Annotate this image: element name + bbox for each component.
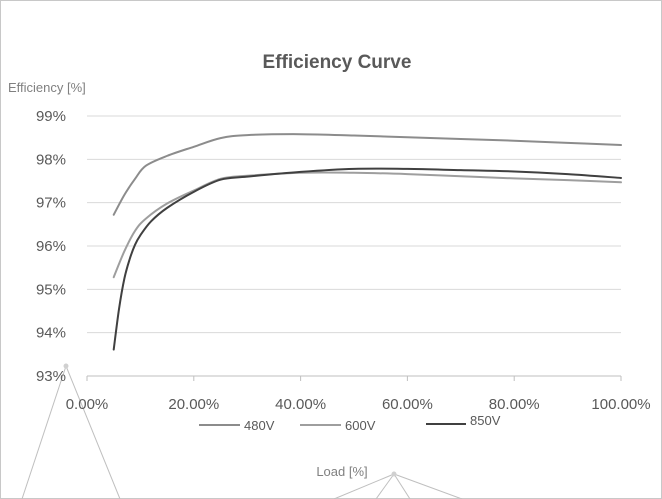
x-tick-label: 100.00% — [591, 396, 650, 413]
x-axis-label: Load [%] — [316, 464, 367, 479]
series-lines — [112, 133, 622, 351]
annotation-point — [391, 471, 397, 477]
series-line-850V — [112, 167, 622, 351]
x-tick-label: 40.00% — [275, 396, 326, 413]
series-line-480V — [112, 133, 622, 216]
x-tick-label: 0.00% — [66, 396, 109, 413]
y-tick-label: 95% — [36, 281, 66, 298]
y-axis-label: Efficiency [%] — [8, 80, 86, 95]
y-tick-label: 97% — [36, 195, 66, 212]
y-tick-label: 94% — [36, 325, 66, 342]
y-tick-label: 93% — [36, 368, 66, 385]
y-tick-label: 99% — [36, 108, 66, 125]
y-tick-labels: 93% 94% 95% 96% 97% 98% 99% — [36, 108, 66, 385]
legend-label-850V: 850V — [470, 413, 501, 428]
legend-label-600V: 600V — [345, 418, 376, 433]
x-tick-labels: 0.00% 20.00% 40.00% 60.00% 80.00% 100.00% — [66, 396, 651, 413]
y-tick-label: 98% — [36, 151, 66, 168]
legend: 480V 600V 850V — [199, 413, 501, 433]
x-tick-label: 80.00% — [489, 396, 540, 413]
legend-label-480V: 480V — [244, 418, 275, 433]
x-tick-label: 60.00% — [382, 396, 433, 413]
annotation-lines — [21, 365, 463, 499]
x-tick-label: 20.00% — [168, 396, 219, 413]
annotation-point — [63, 363, 69, 369]
chart-title: Efficiency Curve — [263, 52, 412, 73]
grid-lines — [86, 115, 622, 381]
y-tick-label: 96% — [36, 238, 66, 255]
